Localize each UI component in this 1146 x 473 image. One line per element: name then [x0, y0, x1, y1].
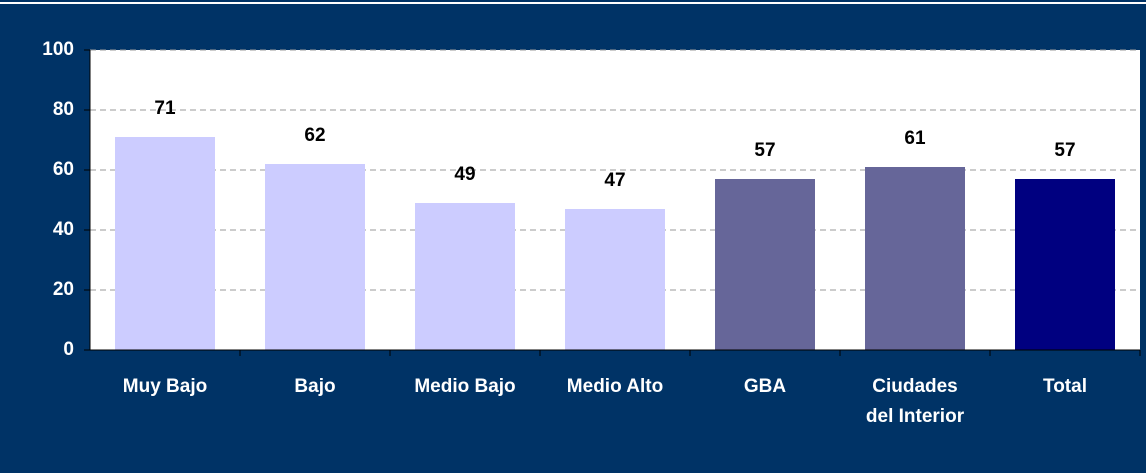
x-tick-label: Medio Alto — [566, 376, 664, 397]
value-label: 47 — [604, 170, 625, 191]
bar — [115, 137, 215, 350]
x-tick-label: Ciudades del Interior — [865, 376, 965, 427]
x-tick-label: Muy Bajo — [122, 376, 208, 397]
y-tick-label: 40 — [53, 219, 74, 240]
y-tick-label: 80 — [53, 99, 74, 120]
value-label: 71 — [154, 98, 176, 119]
x-tick-label: Total — [1043, 376, 1087, 397]
bar — [565, 209, 665, 350]
value-label: 57 — [1054, 140, 1075, 161]
value-label: 62 — [304, 125, 325, 146]
x-tick-label: Bajo — [294, 376, 336, 397]
bar — [715, 179, 815, 350]
value-label: 49 — [454, 164, 475, 185]
x-tick-label: Medio Bajo — [414, 376, 516, 397]
value-label: 57 — [754, 140, 775, 161]
bar — [265, 164, 365, 350]
y-tick-label: 20 — [53, 279, 74, 300]
y-tick-label: 0 — [63, 339, 74, 360]
y-tick-label: 100 — [42, 39, 74, 60]
bar — [415, 203, 515, 350]
x-tick-label: GBA — [743, 376, 787, 397]
value-label: 61 — [904, 128, 926, 149]
bar — [865, 167, 965, 350]
bar — [1015, 179, 1115, 350]
y-tick-label: 60 — [53, 159, 74, 180]
